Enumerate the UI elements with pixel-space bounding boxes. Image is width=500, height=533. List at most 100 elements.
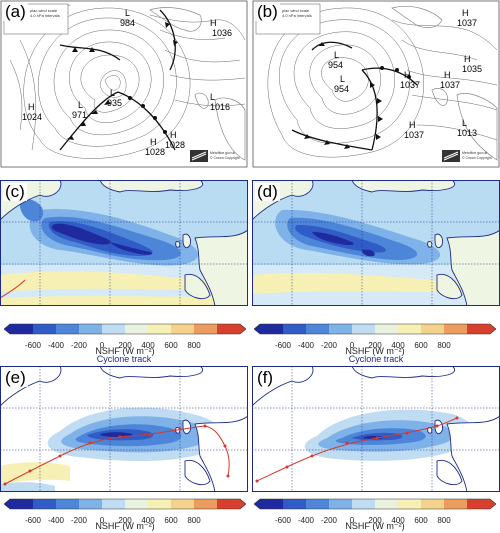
pressure-value: 1028 (165, 140, 185, 150)
colorbar-tick-label: 600 (164, 341, 178, 350)
colorbar-tick-label: 600 (414, 341, 428, 350)
pressure-value: 971 (72, 110, 87, 120)
colorbar-tick-label: -200 (320, 341, 338, 350)
colorbar-tick-label: 200 (368, 516, 382, 525)
colorbar-tick-label: 800 (187, 516, 201, 525)
colorbar-tick-label: 200 (118, 516, 132, 525)
colorbar-ticks: -600 -400 -200 0 200 400 600 800 (254, 340, 496, 352)
colorbar-strip (253, 498, 497, 510)
colorbar-tick-label: 600 (164, 516, 178, 525)
colorbar-1: -600 -400 -200 0 200 400 600 800 NSHF (W m⁻²) (3, 322, 247, 356)
colorbar-segment (79, 324, 103, 334)
colorbar-tick-label: 0 (99, 341, 105, 350)
colorbar-ticks: -600 -400 -200 0 200 400 600 800 (4, 340, 246, 352)
pressure-value: 954 (328, 60, 343, 70)
colorbar-segment (171, 499, 195, 509)
colorbar-tick-label: 200 (368, 341, 382, 350)
panel-e: (e) (0, 366, 248, 492)
pressure-value: 935 (107, 98, 122, 108)
colorbar-segment (375, 324, 399, 334)
pressure-value: 1036 (212, 28, 232, 38)
pressure-value: 954 (334, 84, 349, 94)
panel-a: plac wind scale 4.0 hPa intervals L 984 … (0, 0, 248, 168)
colorbar-segment (398, 324, 422, 334)
colorbar-tick-label: -600 (24, 341, 42, 350)
pressure-letter: H (150, 137, 157, 147)
pressure-letter: H (409, 120, 416, 130)
pressure-letter: H (464, 54, 471, 64)
colorbar-tick-label: -200 (320, 516, 338, 525)
colorbar-segment (467, 499, 496, 509)
front-markers-b (304, 42, 411, 149)
colorbar-segment (444, 499, 468, 509)
colorbar-tick-label: -400 (297, 341, 315, 350)
credit-a: Metoffice.gov.uk © Crown Copyright (190, 150, 240, 162)
colorbar-tick-label: 800 (187, 341, 201, 350)
legend-title-a: plac wind scale (30, 8, 58, 13)
legend-subtitle-a: 4.0 hPa intervals (30, 13, 60, 18)
credit-line-2: © Crown Copyright (210, 156, 240, 160)
colorbar-tick-label: 400 (141, 341, 155, 350)
colorbar-segment (194, 499, 218, 509)
landmass-e (0, 366, 248, 492)
track-map-e (0, 366, 248, 492)
colorbar-segment (329, 499, 353, 509)
nshf-map-c (0, 180, 248, 306)
colorbar-segment (102, 499, 126, 509)
colorbar-segment (56, 499, 80, 509)
pressure-letter: L (210, 92, 215, 102)
pressure-labels-a: L 984 H 1036 L 935 L 971 H 1024 H 1028 H… (22, 8, 232, 157)
colorbar-tick-label: 800 (437, 341, 451, 350)
legend-title-b: plac wind scale (282, 8, 310, 13)
synoptic-chart-b: plac wind scale 4.0 hPa intervals H 1037… (252, 0, 500, 168)
cyclone-track-title-f: Cyclone track (348, 354, 404, 364)
colorbar-segment (148, 499, 172, 509)
colorbar-ticks: -600 -400 -200 0 200 400 600 800 (254, 515, 496, 527)
colorbar-segment (254, 499, 283, 509)
colorbar-segment (352, 499, 376, 509)
colorbar-segment (329, 324, 353, 334)
pressure-letter: H (28, 102, 35, 112)
colorbar-strip (253, 323, 497, 335)
pressure-value: 1037 (404, 130, 424, 140)
colorbar-2: -600 -400 -200 0 200 400 600 800 NSHF (W m⁻²) (253, 322, 497, 356)
colorbar-segment (283, 324, 307, 334)
colorbar-segment (421, 499, 445, 509)
pressure-letter: H (170, 130, 177, 140)
colorbar-tick-label: 400 (391, 516, 405, 525)
colorbar-tick-label: 200 (118, 341, 132, 350)
colorbar-segment (125, 324, 149, 334)
credit-line-1: Metoffice.gov.uk (210, 151, 235, 155)
colorbar-segment (283, 499, 307, 509)
colorbar-segment (375, 499, 399, 509)
colorbar-segment (444, 324, 468, 334)
colorbar-tick-label: -400 (297, 516, 315, 525)
colorbar-segment (79, 499, 103, 509)
colorbar-segment (171, 324, 195, 334)
colorbar-segment (254, 324, 283, 334)
colorbar-ticks: -600 -400 -200 0 200 400 600 800 (4, 515, 246, 527)
track-map-f (252, 366, 500, 492)
pressure-value: 1035 (462, 64, 482, 74)
colorbar-unit: NSHF (W m⁻²) (95, 346, 155, 356)
pressure-value: 1028 (145, 147, 165, 157)
panel-label-c: (c) (3, 182, 27, 201)
nshf-map-d (252, 180, 500, 306)
panel-label-d: (d) (255, 182, 280, 201)
colorbar-tick-label: -400 (47, 341, 65, 350)
pressure-letter: L (110, 88, 115, 98)
colorbar-tick-label: 0 (349, 341, 355, 350)
pressure-value: 984 (120, 18, 135, 28)
panel-label-b: (b) (255, 2, 280, 21)
colorbar-segment (352, 324, 376, 334)
gridlines-f (252, 366, 500, 492)
colorbar-segment (4, 499, 33, 509)
fronts-a (59, 9, 176, 151)
panel-d: (d) (252, 180, 500, 306)
pressure-letter: H (444, 70, 451, 80)
colorbar-tick-label: 400 (391, 341, 405, 350)
colorbar-tick-label: -200 (70, 341, 88, 350)
pressure-letter: H (462, 8, 469, 18)
credit-line-1: Metoffice.gov.uk (462, 151, 487, 155)
gridlines-d (252, 180, 500, 306)
